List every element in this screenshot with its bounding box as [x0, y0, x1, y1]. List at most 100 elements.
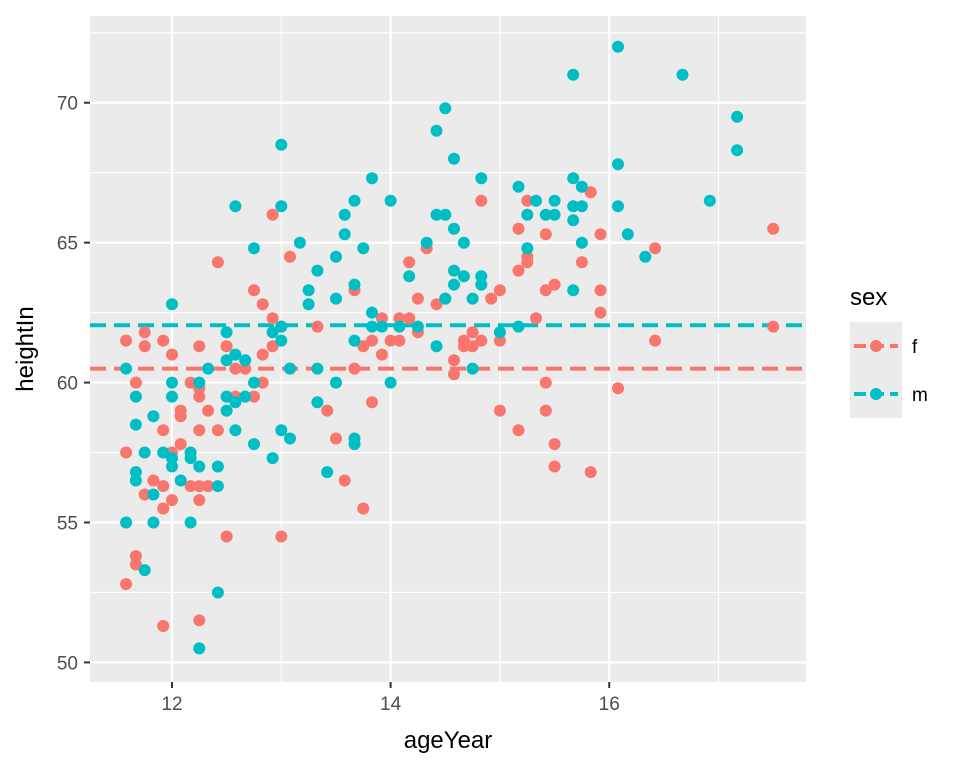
y-axis-ticks: 50 55 60 65 70 [57, 94, 90, 674]
data-point-m [293, 236, 306, 249]
data-point-f [475, 194, 488, 207]
data-point-m [348, 278, 361, 291]
data-point-m [248, 242, 260, 255]
data-point-f [256, 348, 269, 361]
data-point-m [220, 390, 233, 403]
data-point-f [256, 376, 269, 389]
data-point-m [612, 158, 624, 171]
data-point-f [229, 362, 242, 375]
legend-key-m-point [870, 388, 882, 400]
data-point-f [575, 256, 588, 269]
data-point-f [375, 348, 388, 361]
data-point-m [330, 376, 342, 389]
data-point-f [174, 404, 187, 417]
data-point-m [284, 362, 296, 375]
data-point-m [530, 194, 542, 207]
data-point-f [157, 334, 170, 347]
data-point-f [330, 432, 342, 445]
data-point-m [731, 110, 744, 123]
data-point-m [157, 446, 170, 459]
x-tick-label: 14 [380, 694, 402, 715]
data-point-m [229, 200, 242, 213]
data-point-f [512, 264, 525, 277]
data-point-f [594, 228, 607, 241]
data-point-f [403, 312, 416, 325]
data-point-m [129, 390, 142, 403]
major-gridlines [90, 16, 806, 682]
data-point-m [321, 466, 334, 479]
data-point-m [120, 362, 133, 375]
data-point-m [448, 264, 460, 277]
data-point-m [129, 466, 142, 479]
data-point-f [184, 480, 197, 493]
data-point-m [521, 208, 534, 221]
data-point-m [475, 172, 488, 185]
data-point-f [393, 334, 406, 347]
data-point-m [220, 326, 233, 339]
data-point-f [256, 298, 269, 311]
data-point-m [366, 320, 378, 333]
data-point-f [366, 396, 378, 409]
data-point-f [357, 340, 370, 353]
data-point-f [466, 340, 479, 353]
data-point-f [767, 222, 780, 235]
data-point-m [357, 242, 370, 255]
data-point-m [384, 194, 397, 207]
data-point-m [330, 250, 342, 263]
data-point-f [266, 340, 279, 353]
data-point-m [703, 194, 716, 207]
data-point-f [403, 256, 416, 269]
data-point-f [120, 578, 133, 591]
data-point-f [512, 222, 525, 235]
plot-panel [90, 16, 806, 682]
data-point-f [120, 446, 133, 459]
legend-key-f-point [870, 340, 882, 352]
data-point-f [120, 334, 133, 347]
data-point-m [147, 516, 160, 529]
data-point-m [211, 586, 224, 599]
data-point-m [193, 642, 206, 655]
data-point-m [275, 138, 288, 151]
data-point-m [393, 320, 406, 333]
data-point-m [120, 516, 133, 529]
data-point-m [493, 326, 506, 339]
data-point-f [184, 376, 197, 389]
data-point-m [211, 460, 224, 473]
data-point-m [403, 270, 416, 283]
data-point-f [129, 558, 142, 571]
data-point-f [138, 326, 151, 339]
data-point-f [211, 256, 224, 269]
y-tick-label: 55 [57, 513, 78, 534]
data-point-f [649, 334, 662, 347]
data-point-f [348, 362, 361, 375]
data-point-f [548, 438, 561, 451]
data-point-m [220, 404, 233, 417]
legend-label-m: m [912, 385, 928, 406]
data-point-m [475, 278, 488, 291]
data-point-m [567, 200, 580, 213]
data-point-m [567, 172, 580, 185]
data-point-f [202, 480, 215, 493]
data-point-f [584, 466, 597, 479]
data-point-m [311, 362, 324, 375]
data-point-f [584, 186, 597, 199]
data-point-f [530, 312, 542, 325]
data-point-m [430, 208, 443, 221]
data-point-f [211, 424, 224, 437]
data-point-f [129, 550, 142, 563]
data-point-f [457, 334, 470, 347]
y-tick-label: 50 [57, 653, 78, 674]
data-point-m [575, 200, 588, 213]
data-point-m [348, 432, 361, 445]
data-point-f [594, 306, 607, 319]
data-point-m [439, 292, 452, 305]
data-point-m [567, 284, 580, 297]
legend-title: sex [850, 284, 887, 311]
data-point-f [157, 424, 170, 437]
data-point-m [411, 320, 424, 333]
data-point-f [129, 376, 142, 389]
data-point-f [193, 424, 206, 437]
data-point-m [166, 390, 178, 403]
data-point-f [539, 284, 552, 297]
